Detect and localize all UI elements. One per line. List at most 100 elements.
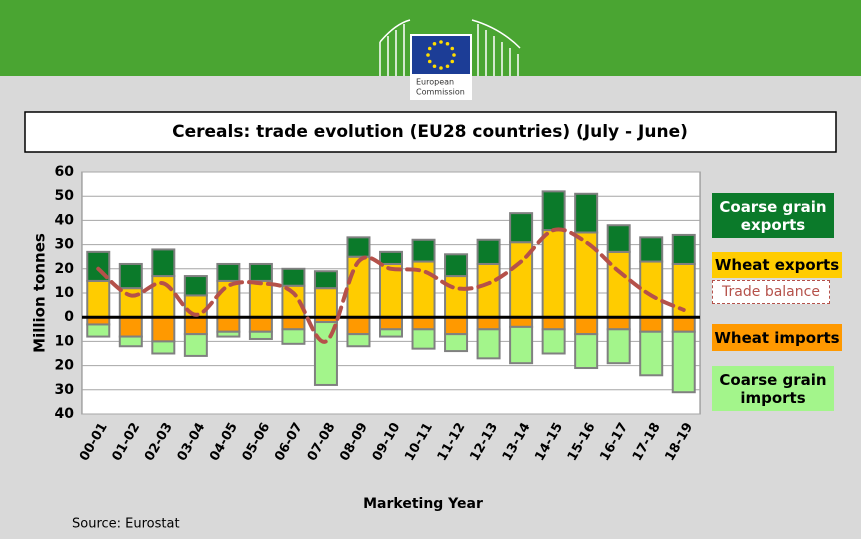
bar (248, 316, 273, 333)
bar (671, 316, 696, 333)
trade-balance-line (96, 227, 686, 344)
bar (248, 262, 273, 282)
x-tick-label: 01-02 (110, 420, 144, 464)
bar (346, 255, 371, 319)
y-tick-label: 10 (55, 285, 75, 301)
bar (476, 316, 501, 331)
bar (509, 325, 534, 365)
x-tick-label: 11-12 (435, 420, 469, 464)
bar (151, 248, 176, 278)
chart-title: Cereals: trade evolution (EU28 countries… (172, 122, 688, 142)
bar (151, 316, 176, 343)
bar (281, 316, 306, 331)
bar (541, 328, 566, 355)
bar (541, 229, 566, 319)
x-tick-label: 07-08 (305, 420, 339, 464)
bar (248, 330, 273, 340)
bar (379, 250, 403, 265)
star (432, 41, 437, 46)
y-tick-label: 10 (55, 333, 75, 349)
x-tick-label: 06-07 (272, 420, 306, 464)
bar (639, 236, 664, 263)
star (427, 46, 432, 51)
x-tick-label: 18-19 (662, 420, 696, 464)
bar (216, 316, 241, 333)
star (445, 64, 450, 69)
x-tick-label: 17-18 (630, 420, 664, 464)
x-tick-label: 03-04 (175, 420, 209, 464)
bar (346, 333, 371, 348)
x-tick-label: 10-11 (402, 420, 436, 464)
y-tick-label: 50 (55, 188, 75, 204)
bar (86, 279, 111, 319)
bar (281, 267, 306, 287)
bar (444, 253, 469, 278)
bar (541, 316, 566, 331)
bar (216, 279, 241, 319)
x-tick-label: 12-13 (467, 420, 501, 464)
y-tick-label: 40 (55, 406, 75, 422)
title-box (24, 111, 837, 153)
x-tick-label: 13-14 (500, 420, 534, 464)
bar (346, 316, 371, 336)
bar (444, 316, 469, 336)
legend-entry: Trade balance (712, 280, 830, 304)
bar (411, 316, 436, 331)
y-tick-label: 20 (55, 261, 75, 277)
y-tick-label: 40 (55, 212, 75, 228)
y-tick-label: 60 (55, 164, 75, 180)
legend-entry: Coarse grain exports (712, 193, 834, 238)
bar (444, 333, 469, 353)
logo-text: Commission (416, 88, 465, 97)
star (452, 53, 456, 57)
star (427, 59, 432, 64)
bar (118, 262, 143, 290)
x-tick-label: 04-05 (207, 420, 241, 464)
bar (509, 212, 534, 244)
bar (606, 224, 631, 253)
logo-text: European (416, 78, 454, 87)
source: Source: Eurostat (72, 517, 180, 532)
x-tick-label: 08-09 (337, 420, 371, 464)
bar (574, 316, 599, 336)
bar (313, 287, 338, 319)
y-tick-label: 0 (64, 309, 74, 325)
bar (671, 330, 696, 394)
x-tick-label: 05-06 (240, 420, 274, 464)
star (445, 41, 450, 46)
y-tick-label: 20 (55, 358, 75, 374)
y-tick-label: 30 (55, 382, 75, 398)
bar (476, 238, 501, 265)
x-tick-label: 09-10 (370, 420, 404, 464)
bar (541, 190, 566, 232)
bar (346, 236, 371, 258)
bar (639, 330, 664, 377)
bar (639, 316, 664, 333)
legend-entry: Wheat exports (712, 252, 842, 278)
bar (411, 238, 436, 263)
bar (313, 270, 338, 290)
legend-entry: Wheat imports (712, 324, 842, 351)
bar (151, 340, 176, 355)
x-tick-label: 00-01 (77, 420, 111, 464)
bar (281, 328, 306, 345)
bar (183, 275, 208, 297)
star (450, 46, 455, 51)
bar (411, 328, 436, 350)
legend-entry: Coarse grain imports (712, 366, 834, 411)
x-tick-label: 15-16 (565, 420, 599, 464)
x-axis-label: Marketing Year (363, 496, 483, 512)
star (426, 53, 430, 57)
bar (248, 279, 273, 319)
bar (118, 316, 143, 338)
y-tick-label: 30 (55, 237, 75, 253)
bar (606, 328, 631, 365)
bar (444, 275, 469, 319)
bar (671, 233, 696, 265)
bar (86, 323, 111, 338)
bar (476, 328, 501, 360)
logo-building (379, 19, 521, 76)
x-tick-label: 14-15 (532, 420, 566, 464)
star (432, 64, 437, 69)
